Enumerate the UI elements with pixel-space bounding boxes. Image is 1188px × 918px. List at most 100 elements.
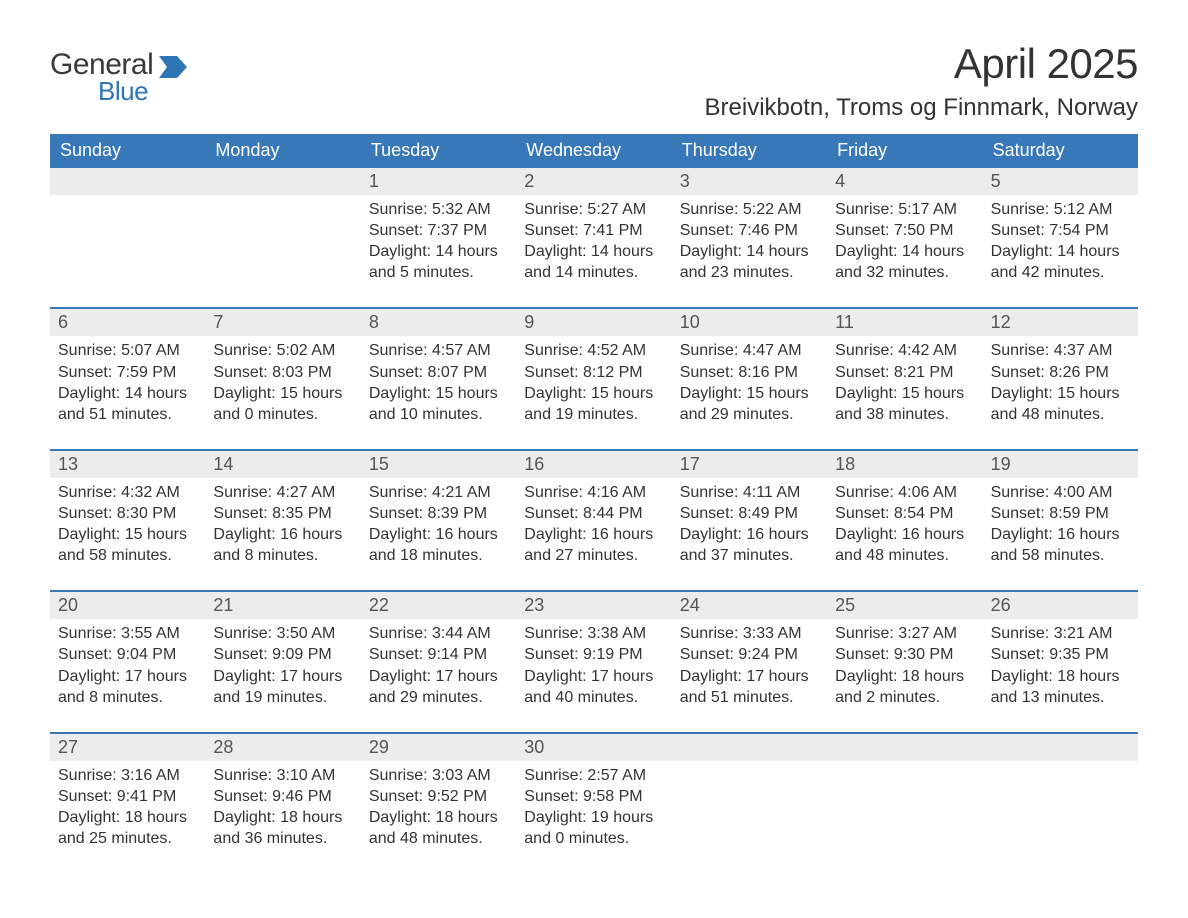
day-number-row: 29 <box>361 734 516 761</box>
logo-text: General Blue <box>50 50 153 104</box>
week-row: 20Sunrise: 3:55 AMSunset: 9:04 PMDayligh… <box>50 590 1138 713</box>
day-body: Sunrise: 3:10 AMSunset: 9:46 PMDaylight:… <box>205 761 360 855</box>
weekday-mon: Monday <box>205 134 360 168</box>
day-number-row: 18 <box>827 451 982 478</box>
day-cell: 18Sunrise: 4:06 AMSunset: 8:54 PMDayligh… <box>827 451 982 572</box>
day-cell: 20 Sunrise: 3:55 AMSunset: 9:04 PMDayligh… <box>50 592 205 713</box>
daylight-text: Daylight: 16 hours and 27 minutes. <box>524 524 663 566</box>
day-cell: 9Sunrise: 4:52 AMSunset: 8:12 PMDaylight… <box>516 309 671 430</box>
weekday-wed: Wednesday <box>516 134 671 168</box>
day-number-row: 30 <box>516 734 671 761</box>
day-body: Sunrise: 4:06 AMSunset: 8:54 PMDaylight:… <box>827 478 982 572</box>
day-cell: 26 Sunrise: 3:21 AMSunset: 9:35 PMDayligh… <box>983 592 1138 713</box>
day-body: Sunrise: 3:33 AMSunset: 9:24 PMDaylight:… <box>672 619 827 713</box>
day-number-row: 25 <box>827 592 982 619</box>
sunset-text: Sunset: 8:26 PM <box>991 362 1130 383</box>
day-number-row: 19 <box>983 451 1138 478</box>
day-number-row: 20 <box>50 592 205 619</box>
day-number-row <box>205 168 360 195</box>
day-number: 1 <box>369 171 379 191</box>
day-cell: 27 Sunrise: 3:16 AMSunset: 9:41 PMDayligh… <box>50 734 205 855</box>
day-cell <box>50 168 205 289</box>
weeks-container: 1Sunrise: 5:32 AMSunset: 7:37 PMDaylight… <box>50 168 1138 855</box>
day-cell: 2Sunrise: 5:27 AMSunset: 7:41 PMDaylight… <box>516 168 671 289</box>
day-number-row: 17 <box>672 451 827 478</box>
sunrise-text: Sunrise: 3:50 AM <box>213 623 352 644</box>
sunset-text: Sunset: 9:04 PM <box>58 644 197 665</box>
day-number: 14 <box>213 454 233 474</box>
day-number-row: 12 <box>983 309 1138 336</box>
weekday-sun: Sunday <box>50 134 205 168</box>
day-cell: 28 Sunrise: 3:10 AMSunset: 9:46 PMDayligh… <box>205 734 360 855</box>
day-body: Sunrise: 4:11 AMSunset: 8:49 PMDaylight:… <box>672 478 827 572</box>
day-body: Sunrise: 3:16 AMSunset: 9:41 PMDaylight:… <box>50 761 205 855</box>
daylight-text: Daylight: 18 hours and 13 minutes. <box>991 666 1130 708</box>
day-cell: 21Sunrise: 3:50 AMSunset: 9:09 PMDayligh… <box>205 592 360 713</box>
day-number-row: 8 <box>361 309 516 336</box>
location: Breivikbotn, Troms og Finnmark, Norway <box>705 94 1138 122</box>
sunset-text: Sunset: 9:46 PM <box>213 786 352 807</box>
day-body: Sunrise: 5:17 AMSunset: 7:50 PMDaylight:… <box>827 195 982 289</box>
day-number-row: 13 <box>50 451 205 478</box>
sunrise-text: Sunrise: 4:32 AM <box>58 482 197 503</box>
day-number-row <box>983 734 1138 761</box>
sunset-text: Sunset: 9:35 PM <box>991 644 1130 665</box>
day-number: 8 <box>369 312 379 332</box>
day-body: Sunrise: 4:42 AMSunset: 8:21 PMDaylight:… <box>827 336 982 430</box>
day-body: Sunrise: 4:00 AMSunset: 8:59 PMDaylight:… <box>983 478 1138 572</box>
day-number-row: 27 <box>50 734 205 761</box>
day-number-row: 2 <box>516 168 671 195</box>
day-cell <box>205 168 360 289</box>
sunset-text: Sunset: 7:37 PM <box>369 220 508 241</box>
logo-word-blue: Blue <box>98 78 153 104</box>
daylight-text: Daylight: 15 hours and 58 minutes. <box>58 524 197 566</box>
daylight-text: Daylight: 14 hours and 42 minutes. <box>991 241 1130 283</box>
day-number-row <box>827 734 982 761</box>
daylight-text: Daylight: 17 hours and 8 minutes. <box>58 666 197 708</box>
daylight-text: Daylight: 18 hours and 25 minutes. <box>58 807 197 849</box>
day-number: 4 <box>835 171 845 191</box>
sunset-text: Sunset: 8:39 PM <box>369 503 508 524</box>
day-number: 30 <box>524 737 544 757</box>
day-number: 28 <box>213 737 233 757</box>
daylight-text: Daylight: 15 hours and 29 minutes. <box>680 383 819 425</box>
day-cell: 17Sunrise: 4:11 AMSunset: 8:49 PMDayligh… <box>672 451 827 572</box>
sunrise-text: Sunrise: 3:55 AM <box>58 623 197 644</box>
day-body: Sunrise: 4:27 AMSunset: 8:35 PMDaylight:… <box>205 478 360 572</box>
day-number-row: 3 <box>672 168 827 195</box>
weekday-header: Sunday Monday Tuesday Wednesday Thursday… <box>50 134 1138 168</box>
daylight-text: Daylight: 16 hours and 58 minutes. <box>991 524 1130 566</box>
day-cell: 4 Sunrise: 5:17 AMSunset: 7:50 PMDaylight… <box>827 168 982 289</box>
sunset-text: Sunset: 9:41 PM <box>58 786 197 807</box>
daylight-text: Daylight: 14 hours and 51 minutes. <box>58 383 197 425</box>
daylight-text: Daylight: 19 hours and 0 minutes. <box>524 807 663 849</box>
day-body: Sunrise: 3:27 AMSunset: 9:30 PMDaylight:… <box>827 619 982 713</box>
day-cell: 29Sunrise: 3:03 AMSunset: 9:52 PMDayligh… <box>361 734 516 855</box>
day-body: Sunrise: 4:16 AMSunset: 8:44 PMDaylight:… <box>516 478 671 572</box>
daylight-text: Daylight: 16 hours and 18 minutes. <box>369 524 508 566</box>
day-body: Sunrise: 4:57 AMSunset: 8:07 PMDaylight:… <box>361 336 516 430</box>
day-body: Sunrise: 3:44 AMSunset: 9:14 PMDaylight:… <box>361 619 516 713</box>
sunset-text: Sunset: 9:14 PM <box>369 644 508 665</box>
day-number-row: 23 <box>516 592 671 619</box>
day-number: 27 <box>58 737 78 757</box>
sunset-text: Sunset: 7:50 PM <box>835 220 974 241</box>
day-number-row: 7 <box>205 309 360 336</box>
day-number-row: 28 <box>205 734 360 761</box>
daylight-text: Daylight: 15 hours and 19 minutes. <box>524 383 663 425</box>
sunrise-text: Sunrise: 3:33 AM <box>680 623 819 644</box>
day-body: Sunrise: 5:02 AMSunset: 8:03 PMDaylight:… <box>205 336 360 430</box>
sunset-text: Sunset: 7:46 PM <box>680 220 819 241</box>
day-number-row: 21 <box>205 592 360 619</box>
day-number-row: 1 <box>361 168 516 195</box>
day-body: Sunrise: 2:57 AMSunset: 9:58 PMDaylight:… <box>516 761 671 855</box>
day-number: 16 <box>524 454 544 474</box>
day-number: 25 <box>835 595 855 615</box>
day-cell: 22Sunrise: 3:44 AMSunset: 9:14 PMDayligh… <box>361 592 516 713</box>
day-body: Sunrise: 4:52 AMSunset: 8:12 PMDaylight:… <box>516 336 671 430</box>
day-cell: 13Sunrise: 4:32 AMSunset: 8:30 PMDayligh… <box>50 451 205 572</box>
sunset-text: Sunset: 7:54 PM <box>991 220 1130 241</box>
day-cell: 5Sunrise: 5:12 AMSunset: 7:54 PMDaylight… <box>983 168 1138 289</box>
sunrise-text: Sunrise: 3:21 AM <box>991 623 1130 644</box>
day-number-row: 26 <box>983 592 1138 619</box>
